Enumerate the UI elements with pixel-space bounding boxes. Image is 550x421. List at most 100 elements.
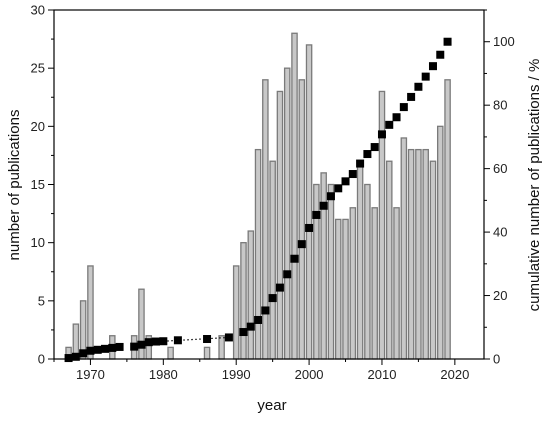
bar-1995 [269, 160, 276, 360]
marker-1995 [268, 294, 277, 303]
marker-1992 [246, 322, 255, 331]
marker-1969 [79, 349, 88, 358]
bar-2000 [305, 44, 313, 360]
bar-2017 [429, 160, 437, 360]
marker-1970 [86, 346, 95, 355]
bar-1986 [203, 346, 211, 360]
marker-1991 [239, 328, 248, 337]
marker-2008 [363, 150, 372, 159]
bar-2015 [415, 148, 422, 360]
x-tick-label-1970: 1970 [76, 367, 105, 382]
marker-1998 [290, 254, 299, 263]
marker-1997 [283, 270, 292, 279]
bar-1993 [254, 148, 262, 360]
line-layer [163, 336, 229, 342]
bar-2006 [349, 207, 357, 360]
cumulative-dotted-line-0 [163, 336, 229, 342]
marker-1996 [275, 283, 284, 292]
marker-2011 [385, 120, 394, 129]
bar-2004 [334, 218, 342, 360]
marker-2007 [356, 159, 365, 168]
y2-axis-title: cumulative number of publications / % [526, 59, 543, 312]
y-tick-label-20: 20 [31, 119, 45, 134]
y2-tick-label-80: 80 [493, 98, 507, 113]
bars-layer [65, 32, 451, 360]
bar-2005 [342, 218, 349, 360]
marker-2012 [392, 113, 401, 122]
marker-2010 [377, 130, 386, 139]
y2-tick-label-100: 100 [493, 34, 515, 49]
marker-1999 [297, 240, 306, 249]
bar-2007 [356, 160, 364, 360]
marker-1989 [224, 333, 233, 342]
x-axis-title: year [257, 397, 286, 414]
marker-1974 [115, 342, 124, 351]
marker-2003 [326, 192, 335, 201]
marker-2018 [436, 50, 445, 59]
marker-2014 [407, 92, 416, 101]
marker-1972 [101, 344, 110, 353]
y-tick-label-0: 0 [38, 352, 45, 367]
x-tick-label-2020: 2020 [440, 367, 469, 382]
bar-2009 [371, 207, 378, 360]
marker-1994 [261, 306, 270, 315]
bar-2012 [393, 207, 400, 360]
marker-2002 [319, 201, 328, 210]
y-tick-label-5: 5 [38, 293, 45, 308]
bar-1999 [298, 79, 306, 360]
bar-1997 [283, 67, 291, 360]
bar-2003 [327, 183, 335, 360]
marker-1980 [159, 337, 168, 346]
marker-2000 [305, 223, 314, 232]
bar-2019 [444, 79, 451, 360]
y2-tick-label-20: 20 [493, 288, 507, 303]
y2-tick-label-0: 0 [493, 352, 500, 367]
bar-2001 [313, 183, 320, 360]
y-tick-label-30: 30 [31, 3, 45, 18]
x-tick-label-2010: 2010 [368, 367, 397, 382]
y-tick-label-15: 15 [31, 177, 45, 192]
y-tick-label-25: 25 [31, 61, 45, 76]
x-tick-label-2000: 2000 [295, 367, 324, 382]
markers-layer [64, 37, 452, 363]
x-tick-label-1990: 1990 [222, 367, 251, 382]
marker-2006 [348, 170, 357, 179]
y-tick-label-10: 10 [31, 235, 45, 250]
bar-2013 [400, 137, 408, 360]
axes-layer: 1970 1980 1990 2000 2010 2020 0 5 10 15 20 25 30 0 20 4… [31, 3, 515, 383]
bar-1992 [247, 230, 255, 360]
marker-2009 [370, 143, 379, 152]
bar-2016 [422, 148, 429, 360]
marker-2016 [421, 72, 430, 81]
bar-1981 [167, 346, 174, 360]
marker-1973 [108, 343, 117, 352]
marker-1993 [254, 315, 263, 324]
bar-1970 [87, 265, 94, 360]
bar-2008 [364, 183, 371, 360]
marker-1967 [64, 354, 73, 363]
marker-1978 [144, 338, 153, 347]
marker-1968 [71, 352, 80, 361]
marker-1976 [130, 342, 139, 351]
bar-1994 [262, 79, 269, 360]
marker-1971 [93, 345, 102, 354]
y2-tick-label-40: 40 [493, 225, 507, 240]
marker-1977 [137, 340, 146, 349]
marker-2013 [399, 103, 408, 112]
marker-2019 [443, 37, 452, 46]
marker-2015 [414, 82, 423, 91]
marker-2017 [428, 62, 437, 71]
bar-1990 [232, 265, 240, 360]
marker-1986 [203, 335, 212, 344]
marker-1982 [173, 336, 182, 345]
bar-1998 [291, 32, 298, 360]
bar-2014 [407, 148, 415, 360]
marker-2001 [312, 210, 321, 219]
marker-2005 [341, 177, 350, 186]
marker-2004 [334, 184, 343, 193]
bar-2018 [436, 125, 444, 360]
bar-1996 [276, 90, 284, 360]
bar-1988 [218, 335, 225, 360]
